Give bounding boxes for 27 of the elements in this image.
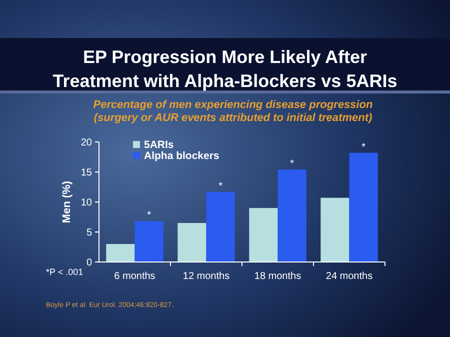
bar	[278, 170, 306, 262]
bar	[249, 208, 278, 262]
annotation: *	[147, 210, 152, 222]
bar	[206, 192, 235, 262]
annotation: *	[362, 142, 366, 153]
chart-subtitle: Percentage of men experiencing disease progression (surgery or AUR events attributed to initial treatment)	[93, 99, 373, 124]
x-tick-label: 12 months	[182, 271, 230, 282]
bar	[178, 223, 206, 262]
y-axis-title: Men (%)	[61, 180, 73, 224]
bar	[349, 152, 378, 262]
x-tick-label: 18 months	[254, 271, 302, 282]
x-tick-label: 6 months	[114, 271, 156, 282]
x-tick-label: 24 months	[326, 271, 373, 282]
legend-label: Alpha blockers	[144, 150, 220, 162]
bar	[106, 244, 135, 262]
y-tick-label: 5	[86, 228, 92, 238]
y-tick-label: 20	[80, 138, 92, 148]
bar	[134, 221, 164, 262]
annotation: *	[218, 180, 223, 192]
text: *P < .001	[46, 267, 84, 277]
bar	[320, 198, 350, 262]
y-tick-label: 10	[80, 198, 92, 208]
chart-title: EP Progression More Likely After Treatment with Alpha-Blockers vs 5ARIs	[52, 47, 398, 91]
y-tick-label: 15	[80, 168, 92, 178]
legend-label: 5ARIs	[144, 139, 174, 151]
annotation: *	[290, 158, 294, 170]
y-tick-label: 0	[86, 258, 92, 268]
